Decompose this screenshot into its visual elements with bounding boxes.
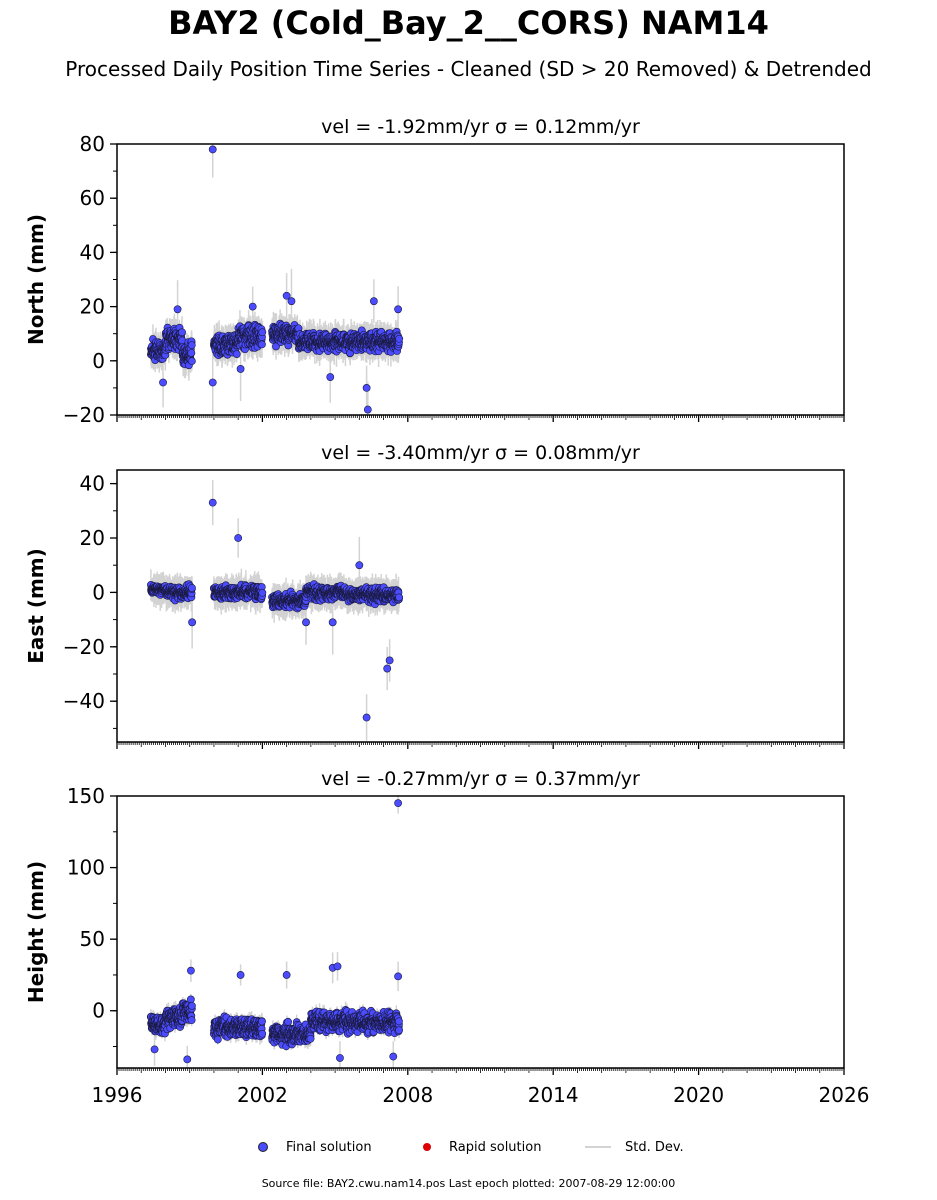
chart-subtitle: Processed Daily Position Time Series - C… [65, 57, 872, 81]
y-axis-label: East (mm) [24, 548, 48, 664]
data-point [236, 365, 245, 373]
data-point [187, 357, 196, 366]
data-point [326, 373, 335, 381]
data-point [188, 584, 196, 592]
data-points [147, 480, 404, 741]
data-point [394, 305, 403, 314]
data-point [208, 145, 217, 154]
data-point [258, 340, 266, 349]
data-point [363, 405, 372, 414]
data-point [362, 383, 371, 392]
data-point [159, 378, 167, 387]
data-point [287, 297, 296, 306]
data-point [258, 588, 267, 597]
plot-frame [116, 143, 845, 416]
data-point [178, 328, 186, 337]
data-point [395, 334, 404, 343]
data-point [282, 291, 291, 300]
data-point [208, 378, 217, 387]
y-tick-label: 20 [80, 295, 105, 319]
panel-north: vel = -1.92mm/yr σ = 0.12mm/yr North (mm)… [24, 116, 845, 427]
data-point [173, 305, 182, 314]
data-point [187, 341, 196, 349]
y-tick-label: 60 [80, 186, 105, 210]
y-tick-label: 80 [80, 132, 105, 156]
data-point [248, 302, 257, 311]
panel-title: vel = -1.92mm/yr σ = 0.12mm/yr [321, 116, 640, 138]
data-points [147, 144, 404, 415]
y-tick-label: −20 [63, 403, 105, 427]
chart-title: BAY2 (Cold_Bay_2__CORS) NAM14 [168, 4, 769, 42]
data-point [232, 350, 241, 358]
data-point [187, 349, 196, 357]
data-point [258, 328, 267, 337]
y-axis-label: North (mm) [24, 214, 48, 345]
y-tick-label: 0 [92, 349, 105, 373]
data-point [369, 297, 378, 306]
panel-title: vel = -3.40mm/yr σ = 0.08mm/yr [321, 442, 640, 464]
y-tick-label: 40 [80, 240, 105, 264]
